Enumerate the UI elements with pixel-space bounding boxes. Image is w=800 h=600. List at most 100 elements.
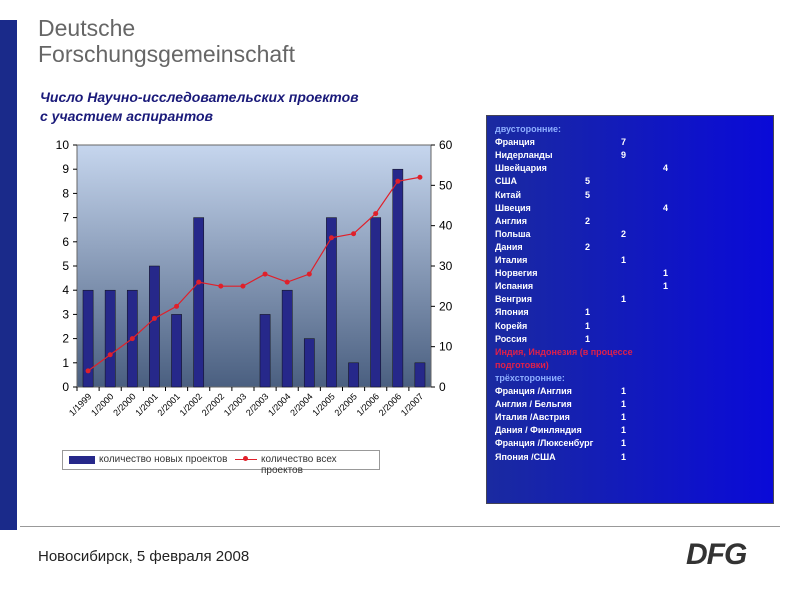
partner-row: Нидерланды 9	[495, 150, 626, 163]
partner-row: Италия /Австрия 1	[495, 412, 626, 425]
line-point	[328, 235, 334, 241]
y-left-tick-label: 4	[62, 283, 69, 297]
project-count: 1	[585, 307, 591, 318]
x-tick-label: 1/2005	[310, 391, 337, 418]
country-name: Нидерланды	[495, 150, 553, 161]
partner-panel: двусторонние: Франция 7 Нидерланды 9 Швейцари…	[486, 115, 774, 504]
line-point	[107, 352, 113, 358]
partner-row: Россия 1	[495, 333, 590, 347]
y-right-tick-label: 50	[439, 178, 453, 192]
x-tick-label: 1/2002	[178, 391, 205, 418]
country-name: Швеция	[495, 202, 531, 213]
panel-note: подготовки)	[495, 359, 549, 370]
y-right-tick-label: 30	[439, 259, 453, 273]
project-count: 2	[585, 241, 591, 252]
brand-name: Deutsche Forschungsgemeinschaft	[38, 15, 295, 67]
country-pair: Италия /Австрия	[495, 412, 570, 423]
x-tick-label: 2/2001	[155, 391, 182, 418]
y-left-tick-label: 1	[62, 356, 69, 370]
y-left-tick-label: 0	[62, 380, 69, 394]
partner-row: Англия / Бельгия 1	[495, 399, 626, 412]
x-tick-label: 1/1999	[67, 391, 94, 418]
title-line: Число Научно-исследовательских проектов	[40, 89, 359, 105]
dfg-logo: DFG	[686, 538, 747, 571]
y-left-tick-label: 8	[62, 186, 69, 200]
project-count: 4	[663, 202, 669, 213]
project-count: 1	[621, 255, 627, 265]
country-name: Швейцария	[495, 163, 547, 174]
line-point	[218, 283, 224, 289]
country-name: США	[495, 176, 518, 187]
line-point	[129, 336, 135, 342]
partner-row: Франция /Англия 1	[495, 386, 626, 399]
project-count: 1	[621, 451, 627, 462]
project-count: 1	[621, 294, 627, 305]
accent-bar	[0, 20, 17, 530]
x-tick-label: 1/2001	[133, 391, 160, 418]
country-name: Польша	[495, 228, 531, 239]
line-point	[85, 368, 91, 374]
project-count: 1	[621, 412, 627, 423]
chart-legend: количество новых проектов количество все…	[62, 450, 380, 476]
partner-row: Дания / Финляндия 1	[495, 425, 626, 438]
line-point	[284, 279, 290, 285]
project-count: 1	[621, 425, 627, 436]
project-count: 1	[621, 438, 627, 449]
country-name: Англия	[495, 215, 527, 226]
legend-label: количество новых проектов	[99, 454, 228, 465]
x-tick-label: 2/2003	[244, 391, 271, 418]
country-name: Норвегия	[495, 268, 538, 279]
y-right-tick-label: 10	[439, 340, 453, 354]
y-left-tick-label: 2	[62, 332, 69, 346]
line-point	[417, 174, 423, 180]
project-count: 9	[621, 150, 627, 161]
y-left-tick-label: 7	[62, 211, 69, 225]
x-tick-label: 1/2003	[222, 391, 249, 418]
project-count: 2	[585, 215, 591, 226]
country-pair: Франция /Люксенбург	[495, 438, 594, 449]
bar	[149, 265, 160, 388]
partner-row: Корейя 1	[495, 320, 590, 334]
project-count: 1	[621, 399, 627, 410]
line-point	[351, 231, 357, 237]
country-pair: Англия / Бельгия	[495, 399, 572, 410]
y-right-tick-label: 0	[439, 380, 446, 394]
y-left-tick-label: 9	[62, 162, 69, 176]
legend-marker	[243, 456, 248, 461]
line-point	[151, 315, 157, 321]
project-count: 1	[585, 333, 591, 344]
partner-row: Швейцария 4	[495, 163, 668, 176]
country-name: Корейя	[495, 320, 528, 331]
partner-row: Швеция 4	[495, 202, 668, 216]
country-name: Россия	[495, 333, 527, 344]
country-pair: Япония /США	[495, 451, 556, 462]
project-count: 1	[621, 386, 627, 396]
country-name: Китай	[495, 189, 521, 200]
country-name: Венгрия	[495, 294, 532, 305]
brand-line: Deutsche	[38, 15, 136, 41]
bar	[259, 314, 271, 388]
line-point	[262, 271, 268, 277]
bar	[171, 314, 182, 388]
footer-text: Новосибирск, 5 февраля 2008	[38, 548, 250, 565]
partner-row: США 5	[495, 176, 590, 189]
project-count: 1	[585, 320, 591, 331]
project-count: 5	[585, 176, 591, 187]
bar	[326, 217, 337, 388]
chart: 01234567891001020304050601/19991/20002/2…	[56, 138, 453, 418]
y-right-tick-label: 40	[439, 219, 453, 233]
bar	[303, 338, 315, 388]
y-left-tick-label: 3	[62, 307, 69, 321]
project-count: 1	[663, 281, 669, 292]
project-count: 1	[663, 268, 669, 279]
panel-note: Индия, Индонезия (в процессе	[495, 346, 633, 357]
country-name: Франция	[495, 137, 535, 148]
partner-row: Испания 1	[495, 281, 668, 294]
partner-row: Польша 2	[495, 228, 626, 242]
bar	[370, 217, 382, 388]
line-point	[240, 283, 246, 289]
y-left-tick-label: 10	[56, 138, 70, 152]
country-pair: Дания / Финляндия	[495, 425, 582, 436]
bar	[104, 289, 116, 388]
